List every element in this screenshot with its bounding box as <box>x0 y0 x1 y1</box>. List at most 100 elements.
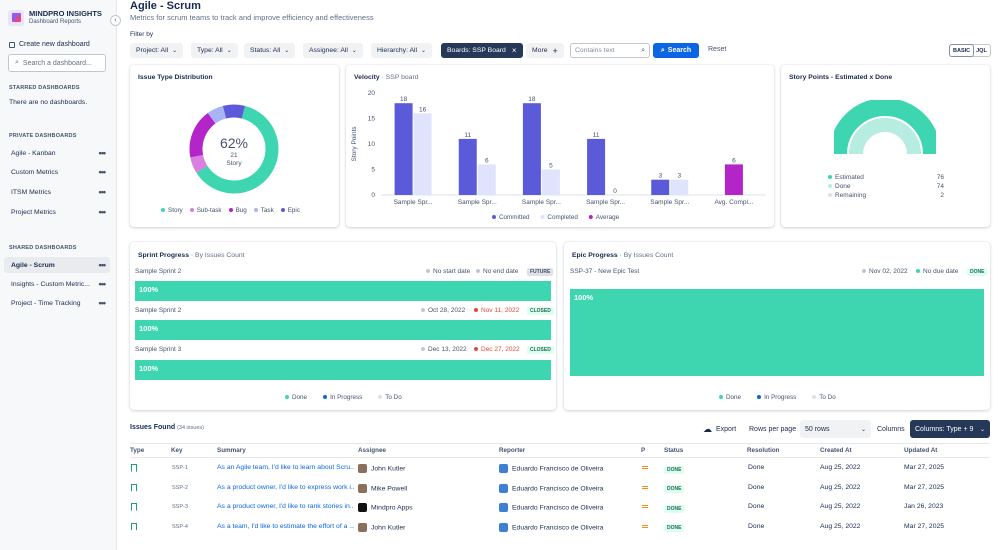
issue-key[interactable]: SSP-1 <box>172 465 188 471</box>
column-header-resolution[interactable]: Resolution <box>747 447 780 454</box>
column-header-updated-at[interactable]: Updated At <box>904 447 938 454</box>
filter-status[interactable]: Status: All ⌄ <box>244 43 296 58</box>
more-options-icon[interactable]: ••• <box>98 187 107 197</box>
filter-boards[interactable]: Boards: SSP Board × <box>441 43 523 58</box>
velocity-bar-completed[interactable] <box>541 169 560 196</box>
sidebar-item-custom-metrics[interactable]: Custom Metrics ••• <box>4 164 110 180</box>
column-header-status[interactable]: Status <box>664 447 684 454</box>
sidebar-item-project-metrics[interactable]: Project Metrics ••• <box>4 204 110 220</box>
more-options-icon[interactable]: ••• <box>98 260 107 270</box>
more-options-icon[interactable]: ••• <box>98 167 107 177</box>
rows-per-page-select[interactable]: 50 rows ⌄ <box>800 420 871 438</box>
dashboard-search-input[interactable]: ⌕ Search a dashboard... <box>8 54 106 72</box>
issue-key[interactable]: SSP-4 <box>172 523 188 530</box>
issue-key[interactable]: SSP-3 <box>172 504 188 510</box>
export-button[interactable]: ☁ Export <box>703 420 736 438</box>
bar-value-label: 18 <box>400 96 408 103</box>
jql-mode-button[interactable]: JQL <box>976 48 987 54</box>
create-dashboard-link[interactable]: Create new dashboard <box>9 41 90 48</box>
column-header-created-at[interactable]: Created At <box>820 447 852 454</box>
filter-project[interactable]: Project: All ⌄ <box>130 43 184 58</box>
column-header-assignee[interactable]: Assignee <box>358 447 386 454</box>
sidebar-item-agile-scrum[interactable]: Agile - Scrum ••• <box>4 257 110 273</box>
cloud-download-icon: ☁ <box>703 423 712 434</box>
velocity-bar-average[interactable] <box>724 164 743 195</box>
avatar <box>499 464 508 473</box>
more-options-icon[interactable]: ••• <box>98 207 107 217</box>
sprint-progress-bar: 100% <box>135 281 551 301</box>
avatar <box>358 503 367 512</box>
column-header-p[interactable]: P <box>641 447 646 454</box>
donut-slice-story[interactable] <box>196 105 279 194</box>
sidebar-item-insights-custom[interactable]: Insights - Custom Metric... ••• <box>4 276 110 292</box>
rows-per-page-value: 50 rows <box>805 425 830 433</box>
filter-hierarchy[interactable]: Hierarchy: All ⌄ <box>371 43 433 58</box>
contains-text-input[interactable]: Contains text ⌕ <box>570 43 650 58</box>
y-tick-label: 10 <box>368 141 376 148</box>
column-header-type[interactable]: Type <box>130 447 145 454</box>
search-icon: ⌕ <box>660 46 665 54</box>
issue-summary-link[interactable]: As a team, I'd like to estimate the effo… <box>217 522 354 530</box>
velocity-bar-committed[interactable] <box>651 179 670 195</box>
story-type-icon <box>131 483 137 492</box>
epic-progress-card: Epic Progress · By Issues Count SSP-37 -… <box>564 242 990 410</box>
sprint-status-badge: FUTURE <box>527 268 554 276</box>
donut-slice-sub-task[interactable] <box>190 154 208 173</box>
sidebar-item-itsm-metrics[interactable]: ITSM Metrics ••• <box>4 184 110 200</box>
velocity-bar-completed[interactable] <box>413 113 432 195</box>
epic-due-date: No due date <box>916 268 958 275</box>
issue-type-legend: Story Sub-task Bug Task Epic <box>161 207 300 214</box>
column-header-reporter[interactable]: Reporter <box>499 447 526 454</box>
velocity-chart: 0 5 10 15 20 Story Points 18 16 Sample Spr... 11 6… <box>351 90 766 221</box>
reset-button[interactable]: Reset <box>708 46 727 53</box>
issue-summary-link[interactable]: As a product owner, I'd like to express … <box>217 483 354 491</box>
query-mode-toggle[interactable]: BASIC JQL <box>949 44 991 57</box>
issue-created-at: Aug 25, 2022 <box>820 522 861 530</box>
collapse-sidebar-button[interactable]: ‹ <box>110 15 121 26</box>
new-dashboard-icon <box>9 41 15 48</box>
issue-type-donut <box>189 104 279 194</box>
issue-resolution: Done <box>748 483 765 491</box>
basic-mode-button[interactable]: BASIC <box>950 45 974 56</box>
velocity-bar-completed[interactable] <box>670 179 689 195</box>
status-badge: DONE <box>664 465 685 474</box>
close-icon[interactable]: × <box>511 46 517 55</box>
columns-button[interactable]: Columns: Type + 9 ⌄ <box>910 420 990 438</box>
issue-summary-link[interactable]: As a product owner, I'd like to rank sto… <box>217 503 354 510</box>
legend-item-in-progress: In Progress <box>757 394 796 401</box>
velocity-bar-committed[interactable] <box>394 103 413 195</box>
more-options-icon[interactable]: ••• <box>98 279 107 289</box>
search-button[interactable]: ⌕ Search <box>653 43 699 58</box>
velocity-bar-committed[interactable] <box>587 138 606 195</box>
brand-header[interactable]: MINDPRO INSIGHTS Dashboard Reports <box>8 9 102 26</box>
issue-summary-link[interactable]: As an Agile team, I'd like to learn abou… <box>217 464 354 471</box>
epic-progress-legend: Done In Progress To Do <box>719 394 836 401</box>
filter-type[interactable]: Type: All ⌄ <box>191 43 238 58</box>
more-options-icon[interactable]: ••• <box>98 148 107 158</box>
sidebar-item-time-tracking[interactable]: Project - Time Tracking ••• <box>4 295 110 311</box>
issue-reporter: Eduardo Francisco de Oliveira <box>499 464 634 473</box>
issue-key[interactable]: SSP-2 <box>172 484 188 491</box>
velocity-bar-completed[interactable] <box>477 164 496 195</box>
more-filters-button[interactable]: More + <box>526 43 564 58</box>
shared-section-title: SHARED DASHBOARDS <box>9 245 77 251</box>
columns-label: Columns <box>877 425 905 433</box>
donut-slice-bug[interactable] <box>189 113 216 158</box>
velocity-bar-committed[interactable] <box>522 103 541 195</box>
column-header-key[interactable]: Key <box>171 447 183 454</box>
donut-slice-epic[interactable] <box>222 104 246 119</box>
legend-item-subtask: Sub-task <box>189 207 222 214</box>
priority-medium-icon <box>642 485 648 489</box>
search-label: Search <box>667 47 692 54</box>
x-tick-label: Sample Spr... <box>522 199 561 206</box>
legend-item-done: Done <box>285 394 307 401</box>
donut-slice-task[interactable] <box>207 105 227 124</box>
velocity-bar-committed[interactable] <box>458 138 477 195</box>
status-badge: DONE <box>664 524 685 532</box>
table-divider <box>130 457 990 458</box>
column-header-summary[interactable]: Summary <box>217 447 246 454</box>
chip-label: Status: All <box>250 47 281 54</box>
more-options-icon[interactable]: ••• <box>98 298 107 308</box>
filter-assignee[interactable]: Assignee: All ⌄ <box>303 43 363 58</box>
sidebar-item-agile-kanban[interactable]: Agile - Kanban ••• <box>4 145 110 161</box>
